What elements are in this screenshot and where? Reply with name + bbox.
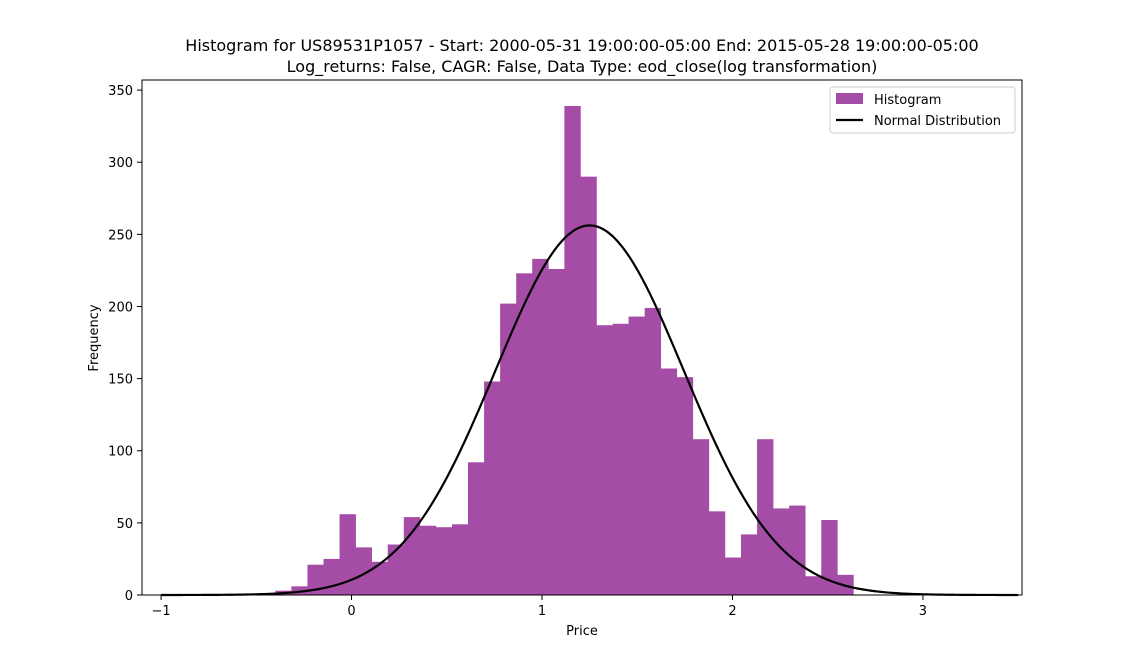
histogram-bar	[532, 258, 549, 595]
histogram-bar	[740, 534, 758, 595]
histogram-bar	[692, 439, 710, 595]
chart-title-line-1: Histogram for US89531P1057 - Start: 2000…	[185, 36, 978, 55]
histogram-bar	[805, 576, 822, 595]
histogram-bar	[660, 368, 678, 595]
histogram-bar	[628, 316, 645, 595]
histogram-bar	[724, 557, 742, 595]
x-axis-ticks: −1 0 1 2 3	[151, 595, 927, 619]
normal-distribution-curve	[161, 224, 1019, 597]
x-axis-label: Price	[566, 624, 598, 639]
histogram-bar	[564, 105, 581, 596]
histogram-bar	[468, 462, 485, 595]
histogram-bar	[676, 377, 694, 595]
legend: Histogram Normal Distribution	[829, 86, 1016, 134]
y-tick-label: 0	[125, 589, 133, 604]
histogram-bar	[323, 558, 340, 595]
x-tick-label: 1	[538, 604, 546, 619]
chart-title-line-2: Log_returns: False, CAGR: False, Data Ty…	[287, 57, 878, 77]
histogram-bar	[708, 511, 726, 595]
histogram-bar	[403, 517, 421, 595]
histogram-bar	[339, 514, 356, 595]
y-tick-label: 50	[116, 517, 133, 532]
histogram-bar	[548, 268, 565, 595]
x-tick-label: 0	[347, 604, 355, 619]
histogram-bar	[596, 325, 613, 595]
histogram-bar	[371, 561, 389, 595]
histogram-bar	[644, 307, 662, 595]
legend-histogram-label: Histogram	[874, 93, 941, 108]
legend-normal-label: Normal Distribution	[874, 114, 1001, 129]
y-tick-label: 300	[108, 156, 133, 171]
x-tick-label: −1	[151, 604, 170, 619]
legend-histogram-swatch	[836, 93, 863, 104]
x-tick-label: 3	[919, 604, 927, 619]
y-tick-label: 200	[108, 300, 133, 315]
histogram-bar	[612, 323, 629, 595]
y-tick-label: 250	[108, 228, 133, 243]
histogram-bar	[500, 303, 517, 595]
histogram-bar	[387, 544, 405, 595]
histogram-bar	[451, 524, 469, 595]
histogram-bar	[484, 381, 501, 595]
y-tick-label: 150	[108, 373, 133, 388]
legend-box	[829, 86, 1016, 134]
y-tick-label: 350	[108, 84, 133, 99]
x-tick-label: 2	[728, 604, 736, 619]
histogram-bar	[419, 525, 437, 595]
y-axis-ticks: 0 50 100 150 200 250 300 350	[108, 84, 142, 604]
histogram-bar	[821, 519, 838, 595]
plot-frame	[141, 79, 1023, 596]
histogram-bar	[355, 547, 372, 595]
y-axis-label: Frequency	[87, 304, 102, 371]
histogram-bar	[307, 564, 324, 595]
histogram-bar	[580, 176, 597, 596]
histogram-bar	[516, 273, 533, 595]
histogram-bar	[757, 439, 774, 595]
histogram-bar	[773, 508, 790, 595]
histogram-bar	[789, 505, 806, 595]
y-tick-label: 100	[108, 445, 133, 460]
histogram-bars	[275, 105, 854, 596]
histogram-bar	[435, 527, 453, 595]
